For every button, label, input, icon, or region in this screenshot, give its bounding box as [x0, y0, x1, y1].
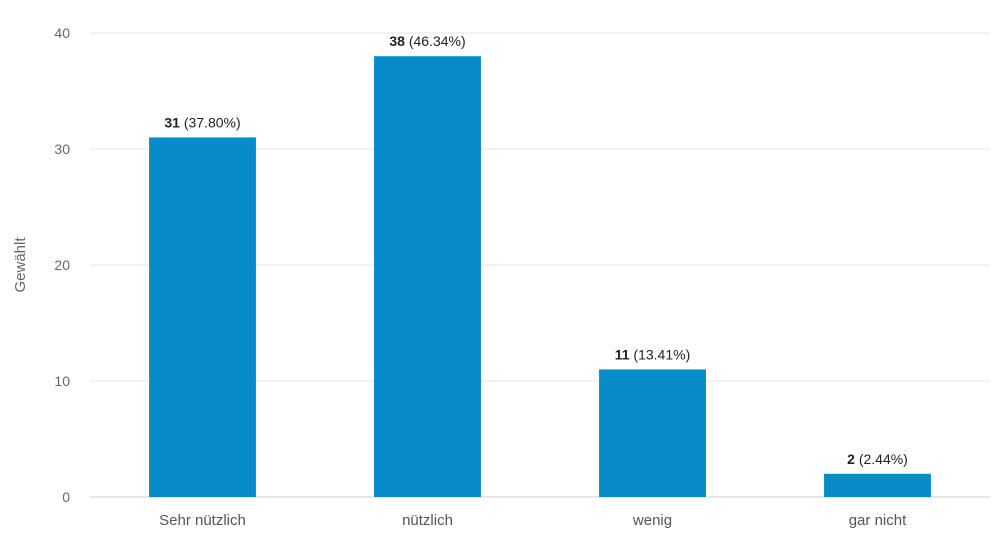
bar: [149, 137, 256, 497]
data-label-value: 38: [389, 33, 405, 49]
y-axis-ticks: 0 10 20 30 40: [54, 25, 70, 505]
data-labels: 31 (37.80%) 38 (46.34%) 11 (13.41%) 2 (2.44…: [164, 33, 908, 467]
data-label-percent: (37.80%): [180, 114, 241, 130]
y-axis-title: Gewählt: [12, 237, 29, 293]
data-label-value: 31: [164, 114, 180, 130]
y-tick-label: 40: [54, 25, 70, 41]
bar: [374, 56, 481, 497]
data-label: 2 (2.44%): [847, 451, 908, 467]
x-tick-label: wenig: [632, 512, 672, 529]
data-label-percent: (2.44%): [855, 451, 908, 467]
bar: [824, 473, 931, 497]
y-tick-label: 10: [54, 373, 70, 389]
data-label: 31 (37.80%): [164, 114, 240, 130]
x-axis-ticks: Sehr nützlich nützlich wenig gar nicht: [159, 512, 907, 529]
bars: [149, 56, 931, 497]
data-label-percent: (13.41%): [630, 346, 691, 362]
data-label-percent: (46.34%): [405, 33, 466, 49]
bar: [599, 369, 706, 497]
data-label-value: 2: [847, 451, 855, 467]
data-label: 11 (13.41%): [615, 346, 691, 362]
data-label-value: 11: [615, 346, 630, 362]
x-tick-label: gar nicht: [849, 512, 907, 529]
y-tick-label: 0: [62, 489, 70, 505]
x-tick-label: Sehr nützlich: [159, 512, 246, 529]
y-tick-label: 30: [54, 141, 70, 157]
x-tick-label: nützlich: [402, 512, 453, 529]
data-label: 38 (46.34%): [389, 33, 465, 49]
y-tick-label: 20: [54, 257, 70, 273]
